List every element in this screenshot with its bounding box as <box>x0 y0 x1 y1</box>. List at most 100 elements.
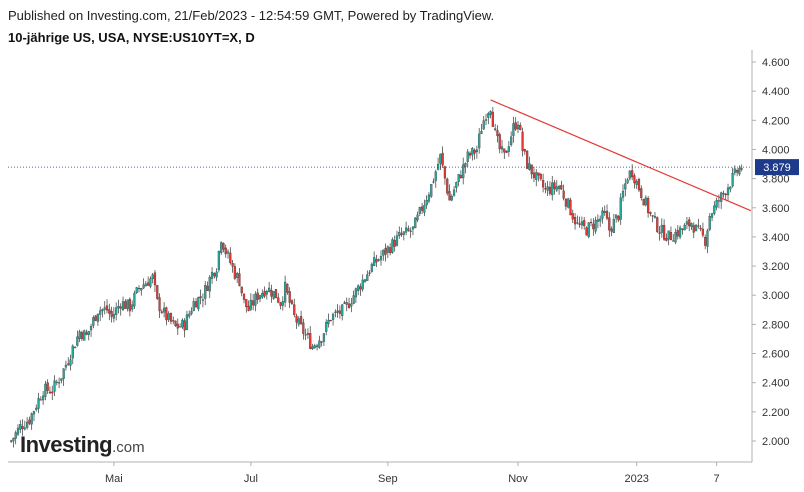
candle-body <box>603 211 606 214</box>
candle-body <box>92 317 95 326</box>
candle-body <box>423 205 426 213</box>
candle-body <box>327 319 330 324</box>
candle-body <box>201 299 205 301</box>
candle-body <box>653 216 657 218</box>
candle-body <box>160 311 163 313</box>
candle-body <box>137 287 141 290</box>
candle-body <box>32 411 36 415</box>
candle-body <box>268 287 271 292</box>
x-tick-label: Mai <box>105 473 123 485</box>
candle-body <box>662 224 666 240</box>
candle-body <box>564 198 568 207</box>
candle-body <box>194 301 198 308</box>
candle-body <box>151 274 154 279</box>
candle-body <box>560 185 563 190</box>
candle-body <box>124 301 127 309</box>
candle-body <box>514 122 517 130</box>
candle-body <box>740 168 743 170</box>
candle-body <box>322 333 326 342</box>
candle-body <box>240 286 243 294</box>
candle-body <box>521 131 524 151</box>
candle-body <box>647 198 650 214</box>
candle-body <box>551 182 554 196</box>
candle-body <box>494 128 497 130</box>
candle-body <box>51 391 54 394</box>
candle-body <box>594 220 597 232</box>
candle-body <box>694 224 698 232</box>
candle-body <box>229 252 232 264</box>
candle-body <box>247 305 250 311</box>
candle-body <box>430 184 433 197</box>
candles-layer <box>10 106 743 448</box>
candle-body <box>277 297 280 303</box>
y-tick-label: 3.600 <box>762 203 790 215</box>
candle-body <box>256 292 259 300</box>
candle-body <box>286 284 289 293</box>
trendline <box>490 99 752 212</box>
candle-body <box>96 313 100 322</box>
candle-body <box>589 221 593 224</box>
candle-body <box>617 215 620 221</box>
candle-body <box>681 228 684 230</box>
candle-body <box>158 297 161 312</box>
candle-body <box>473 150 476 154</box>
candle-body <box>708 216 711 230</box>
candle-body <box>21 425 24 429</box>
candle-body <box>464 162 467 167</box>
candle-body <box>466 151 469 162</box>
y-tick-label: 2.600 <box>762 349 790 361</box>
candle-body <box>119 306 122 309</box>
candle-body <box>418 207 421 214</box>
candle-body <box>135 287 138 293</box>
candle-body <box>596 219 600 222</box>
candle-body <box>633 175 636 184</box>
candle-body <box>270 289 273 297</box>
candle-body <box>688 219 691 227</box>
candle-body <box>471 147 474 156</box>
candle-body <box>44 383 47 397</box>
candle-body <box>402 231 405 235</box>
y-tick-label: 2.000 <box>762 436 790 448</box>
candle-body <box>320 341 323 343</box>
y-tick-label: 4.200 <box>762 115 790 127</box>
candle-body <box>169 313 173 322</box>
y-tick-label: 3.800 <box>762 174 790 186</box>
candle-body <box>482 120 485 130</box>
candle-body <box>660 224 663 233</box>
candle-body <box>185 314 189 330</box>
candle-body <box>457 174 460 182</box>
candle-body <box>140 288 143 291</box>
candle-body <box>448 191 451 201</box>
candle-body <box>658 232 661 234</box>
candle-body <box>667 230 670 240</box>
candle-body <box>567 198 570 208</box>
candle-body <box>89 326 93 331</box>
candle-body <box>569 199 572 216</box>
candle-body <box>678 227 682 238</box>
candle-body <box>656 217 659 232</box>
candle-body <box>181 319 184 328</box>
candle-body <box>519 124 522 130</box>
candle-body <box>149 278 152 287</box>
candle-body <box>512 123 515 136</box>
candle-body <box>592 223 595 230</box>
candle-body <box>432 181 435 183</box>
candle-body <box>199 296 202 299</box>
candle-body <box>121 301 125 311</box>
candle-body <box>329 320 332 322</box>
candle-body <box>500 146 504 150</box>
candle-body <box>601 210 604 219</box>
candle-body <box>263 290 266 297</box>
candle-body <box>510 136 513 145</box>
candle-body <box>190 311 193 314</box>
candle-body <box>48 391 52 394</box>
candle-body <box>478 133 481 149</box>
candle-body <box>439 153 442 164</box>
candle-body <box>398 232 401 236</box>
candle-body <box>578 223 581 225</box>
x-tick-label: Sep <box>378 473 398 485</box>
candle-body <box>117 305 120 309</box>
candle-body <box>541 179 545 188</box>
candle-body <box>400 233 403 235</box>
